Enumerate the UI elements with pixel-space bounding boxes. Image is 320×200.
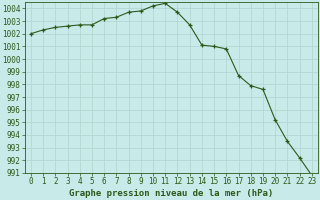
- X-axis label: Graphe pression niveau de la mer (hPa): Graphe pression niveau de la mer (hPa): [69, 189, 274, 198]
